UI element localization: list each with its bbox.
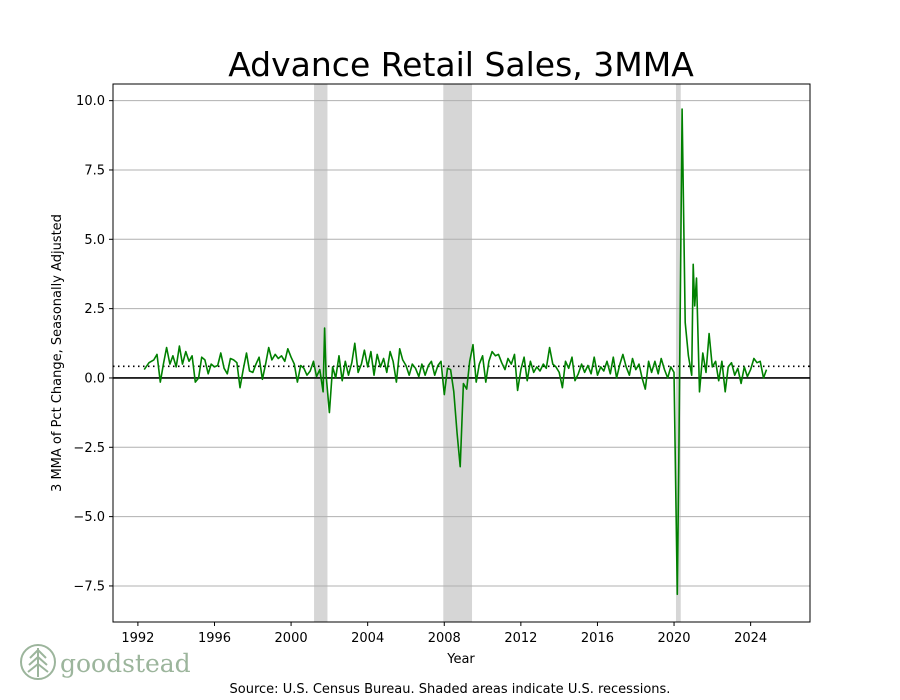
x-tick-label: 1996 (198, 631, 231, 646)
x-tick-label: 1992 (121, 631, 154, 646)
y-axis-ticks: 10.0 7.5 5.0 2.5 0.0 −2.5 −5.0 −7.5 (73, 94, 113, 594)
y-tick-label: −7.5 (73, 579, 105, 594)
tree-icon (20, 644, 56, 680)
y-tick-label: 10.0 (76, 94, 105, 109)
y-tick-label: −5.0 (73, 510, 105, 525)
y-tick-label: 7.5 (84, 163, 105, 178)
y-tick-label: −2.5 (73, 441, 105, 456)
x-tick-label: 2016 (581, 631, 614, 646)
series-line (143, 108, 768, 596)
x-axis-label: Year (446, 652, 475, 667)
logo: goodstead (20, 644, 191, 680)
recession-band (443, 84, 473, 622)
y-tick-label: 5.0 (84, 233, 105, 248)
plot-frame (112, 83, 811, 623)
recession-band (314, 84, 328, 622)
logo-text: goodstead (60, 649, 191, 678)
x-tick-label: 2008 (428, 631, 461, 646)
recession-band (675, 84, 681, 622)
series-layer (143, 108, 768, 596)
y-axis-label: 3 MMA of Pct Change, Seasonally Adjusted (50, 214, 65, 492)
source-note: Source: U.S. Census Bureau. Shaded areas… (230, 682, 671, 697)
x-tick-label: 2020 (657, 631, 690, 646)
x-tick-label: 2004 (351, 631, 384, 646)
x-tick-label: 2012 (504, 631, 537, 646)
x-tick-label: 2000 (275, 631, 308, 646)
recession-shading (314, 84, 681, 622)
x-tick-label: 2024 (734, 631, 767, 646)
y-tick-label: 2.5 (84, 302, 105, 317)
chart-title: Advance Retail Sales, 3MMA (228, 45, 694, 84)
x-axis-ticks: 1992 1996 2000 2004 2008 2012 2016 2020 2024 (121, 622, 767, 646)
y-tick-label: 0.0 (84, 371, 105, 386)
